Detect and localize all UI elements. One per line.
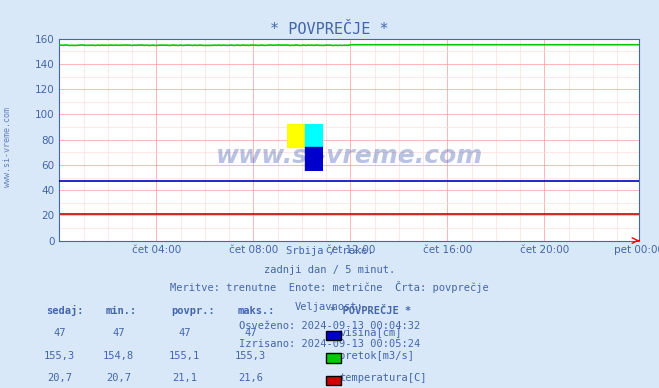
Text: 21,6: 21,6 (238, 373, 263, 383)
Text: Izrisano: 2024-09-13 00:05:24: Izrisano: 2024-09-13 00:05:24 (239, 339, 420, 349)
Text: višina[cm]: višina[cm] (339, 328, 402, 338)
Text: www.si-vreme.com: www.si-vreme.com (3, 107, 13, 187)
Text: Osveženo: 2024-09-13 00:04:32: Osveženo: 2024-09-13 00:04:32 (239, 320, 420, 331)
Text: Srbija / reke.: Srbija / reke. (286, 246, 373, 256)
Text: 155,3: 155,3 (43, 351, 75, 361)
Text: 47: 47 (244, 328, 256, 338)
Bar (287, 124, 304, 147)
Text: 20,7: 20,7 (47, 373, 72, 383)
Text: Meritve: trenutne  Enote: metrične  Črta: povprečje: Meritve: trenutne Enote: metrične Črta: … (170, 281, 489, 293)
Text: * POVPREČJE *: * POVPREČJE * (330, 306, 411, 316)
Text: 47: 47 (53, 328, 65, 338)
Text: Veljavnost:: Veljavnost: (295, 302, 364, 312)
Text: sedaj:: sedaj: (46, 305, 84, 316)
Text: pretok[m3/s]: pretok[m3/s] (339, 351, 415, 361)
Text: 20,7: 20,7 (106, 373, 131, 383)
Text: maks.:: maks.: (237, 306, 275, 316)
Text: 47: 47 (113, 328, 125, 338)
Text: 155,3: 155,3 (235, 351, 266, 361)
Bar (304, 147, 323, 171)
Text: 155,1: 155,1 (169, 351, 200, 361)
Bar (304, 124, 323, 147)
Text: 154,8: 154,8 (103, 351, 134, 361)
Text: 47: 47 (179, 328, 190, 338)
Text: min.:: min.: (105, 306, 136, 316)
Text: 21,1: 21,1 (172, 373, 197, 383)
Text: temperatura[C]: temperatura[C] (339, 373, 427, 383)
Text: zadnji dan / 5 minut.: zadnji dan / 5 minut. (264, 265, 395, 275)
Text: * POVPREČJE *: * POVPREČJE * (270, 22, 389, 36)
Text: povpr.:: povpr.: (171, 306, 215, 316)
Text: www.si-vreme.com: www.si-vreme.com (215, 144, 483, 168)
